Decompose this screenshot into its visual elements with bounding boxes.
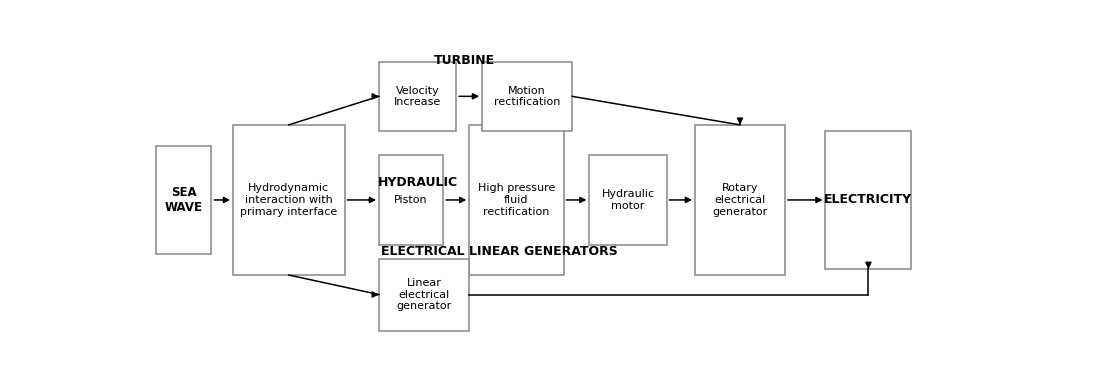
Text: HYDRAULIC: HYDRAULIC (378, 176, 458, 189)
Text: Rotary
electrical
generator: Rotary electrical generator (712, 183, 768, 216)
Bar (379, 259, 469, 331)
Text: Hydrodynamic
interaction with
primary interface: Hydrodynamic interaction with primary in… (240, 183, 338, 216)
Text: ELECTRICITY: ELECTRICITY (824, 193, 913, 206)
Text: Hydraulic
motor: Hydraulic motor (602, 189, 655, 211)
Bar (469, 125, 564, 275)
Text: SEA
WAVE: SEA WAVE (165, 186, 203, 214)
Bar (589, 155, 667, 245)
Text: TURBINE: TURBINE (434, 54, 495, 67)
Bar (482, 62, 572, 131)
Text: ELECTRICAL LINEAR GENERATORS: ELECTRICAL LINEAR GENERATORS (381, 245, 617, 258)
Text: Linear
electrical
generator: Linear electrical generator (397, 278, 452, 311)
Text: Piston: Piston (394, 195, 428, 205)
Bar (379, 62, 456, 131)
Text: Motion
rectification: Motion rectification (494, 85, 561, 107)
Bar (233, 125, 345, 275)
Bar (695, 125, 786, 275)
Text: High pressure
fluid
rectification: High pressure fluid rectification (478, 183, 555, 216)
Bar (379, 155, 443, 245)
Bar (825, 131, 912, 269)
Bar (155, 146, 212, 254)
Text: Velocity
Increase: Velocity Increase (394, 85, 441, 107)
